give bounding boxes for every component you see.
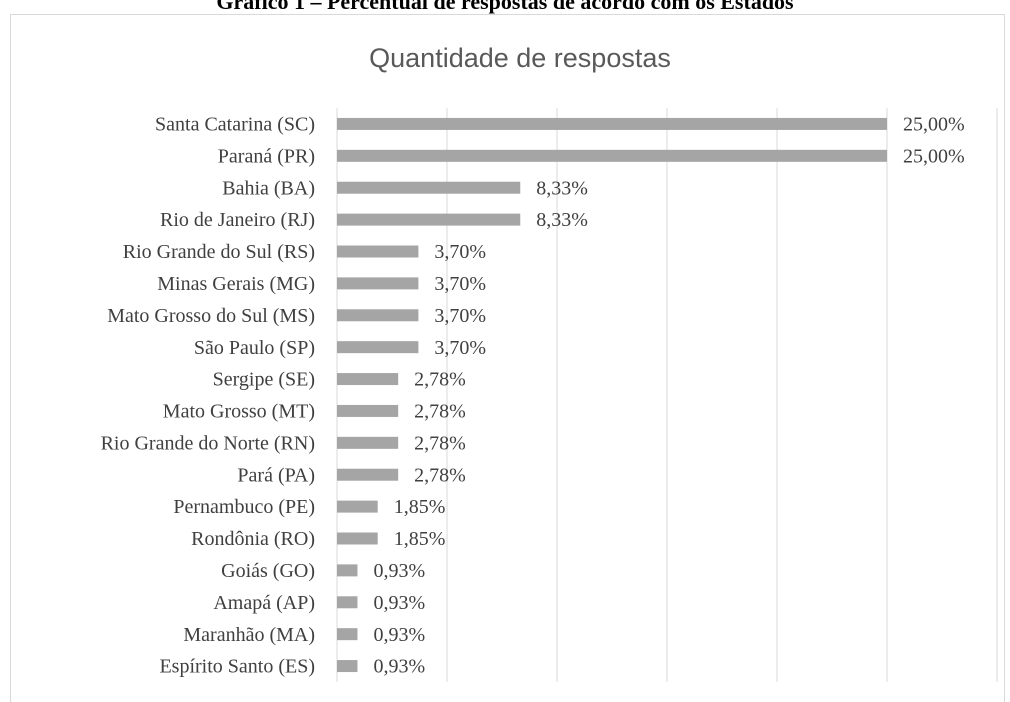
value-label: 3,70%	[434, 241, 486, 263]
value-label: 1,85%	[394, 528, 446, 550]
bar	[337, 373, 399, 386]
chart-title: Quantidade de respostas	[369, 43, 671, 73]
y-tick-label: Sergipe (SE)	[213, 369, 315, 391]
bar	[337, 149, 887, 162]
value-label: 2,78%	[414, 369, 466, 391]
bar	[337, 564, 358, 577]
value-label: 25,00%	[903, 145, 965, 167]
value-label: 2,78%	[414, 432, 466, 454]
value-label: 3,70%	[434, 305, 486, 327]
value-label: 2,78%	[414, 464, 466, 486]
chart-border	[10, 14, 1005, 702]
value-label: 8,33%	[536, 177, 588, 199]
y-tick-label: Rio Grande do Norte (RN)	[101, 432, 315, 454]
bar	[337, 277, 419, 290]
y-tick-label: Mato Grosso do Sul (MS)	[107, 305, 315, 327]
y-tick-label: Santa Catarina (SC)	[155, 114, 315, 136]
y-tick-label: Rondônia (RO)	[191, 528, 315, 550]
caption: Gráfico 1 – Percentual de respostas de a…	[216, 0, 794, 14]
bar	[337, 309, 419, 322]
value-label: 3,70%	[434, 337, 486, 359]
y-tick-label: Rio de Janeiro (RJ)	[160, 209, 315, 231]
value-label: 0,93%	[373, 592, 425, 614]
y-tick-label: Minas Gerais (MG)	[157, 273, 315, 295]
bar	[337, 468, 399, 481]
bar	[337, 117, 887, 130]
y-tick-label: Rio Grande do Sul (RS)	[123, 241, 315, 263]
y-tick-label: Paraná (PR)	[218, 145, 315, 167]
bar	[337, 245, 419, 258]
y-tick-label: Espírito Santo (ES)	[159, 656, 315, 678]
bar	[337, 532, 378, 545]
value-label: 1,85%	[394, 496, 446, 518]
value-label: 0,93%	[373, 656, 425, 678]
value-label: 0,93%	[373, 560, 425, 582]
y-tick-label: Mato Grosso (MT)	[163, 401, 315, 423]
y-tick-label: São Paulo (SP)	[194, 337, 315, 359]
bar	[337, 341, 419, 354]
value-label: 8,33%	[536, 209, 588, 231]
bar	[337, 404, 399, 417]
bar	[337, 628, 358, 641]
y-tick-label: Bahia (BA)	[222, 177, 315, 199]
y-tick-label: Maranhão (MA)	[183, 624, 315, 646]
y-tick-label: Pará (PA)	[237, 464, 315, 486]
value-label: 25,00%	[903, 114, 965, 136]
value-label: 0,93%	[373, 624, 425, 646]
bar	[337, 500, 378, 513]
bar	[337, 436, 399, 449]
bar	[337, 660, 358, 673]
bar	[337, 181, 521, 194]
y-tick-label: Amapá (AP)	[213, 592, 315, 614]
bar	[337, 213, 521, 226]
bar	[337, 596, 358, 609]
y-tick-label: Goiás (GO)	[221, 560, 315, 582]
value-label: 2,78%	[414, 401, 466, 423]
value-label: 3,70%	[434, 273, 486, 295]
y-tick-label: Pernambuco (PE)	[173, 496, 315, 518]
